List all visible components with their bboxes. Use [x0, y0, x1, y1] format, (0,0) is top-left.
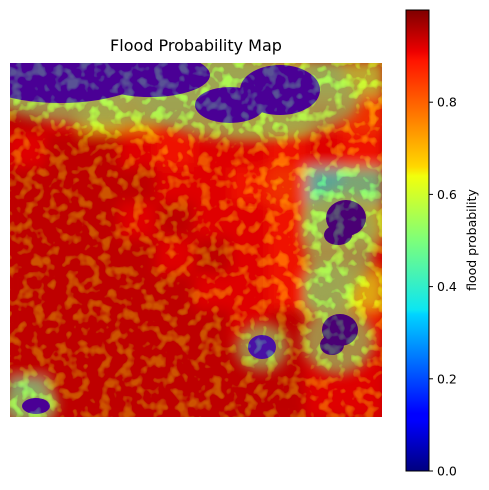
colorbar-gradient	[405, 9, 430, 472]
chart-title: Flood Probability Map	[110, 36, 282, 55]
colorbar: 0.0 0.2 0.4 0.6 0.8 flood probability	[405, 9, 479, 479]
colorbar-tick-label: 0.4	[437, 279, 457, 294]
colorbar-tick-label: 0.2	[437, 371, 457, 386]
colorbar-label: flood probability	[464, 189, 479, 291]
colorbar-tick-label: 0.6	[437, 187, 457, 202]
heatmap-texture	[10, 63, 382, 417]
colorbar-tick-label: 0.8	[437, 95, 457, 110]
colorbar-ticks: 0.0 0.2 0.4 0.6 0.8	[429, 95, 457, 479]
heatmap-area	[10, 63, 382, 417]
colorbar-tick-label: 0.0	[437, 464, 457, 479]
